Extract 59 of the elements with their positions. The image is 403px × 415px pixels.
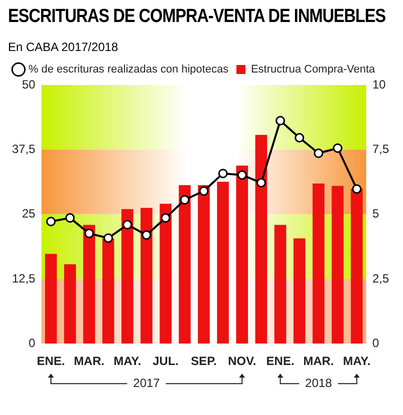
point	[332, 143, 342, 153]
bar	[332, 186, 344, 344]
bar	[44, 254, 57, 344]
point	[122, 220, 132, 230]
y2-tick-label: 5	[372, 206, 380, 221]
point	[314, 148, 324, 158]
x-tick-label: MAR.	[74, 354, 104, 368]
bar	[83, 224, 96, 344]
point	[218, 168, 228, 178]
x-tick-label: MAR.	[303, 354, 334, 368]
point	[46, 216, 56, 226]
x-tick-label: NOV.	[228, 354, 256, 368]
x-tick-label: ENE.	[36, 354, 65, 368]
bar	[312, 184, 324, 344]
point	[237, 170, 247, 180]
bar	[255, 134, 268, 344]
bar	[217, 182, 229, 344]
bar	[102, 238, 114, 344]
point	[65, 213, 75, 223]
bar	[236, 166, 248, 344]
point	[276, 116, 286, 126]
legend-label: % de escrituras realizadas con hipotecas	[28, 64, 229, 76]
chart-subtitle: En CABA 2017/2018	[8, 40, 118, 54]
x-tick-label: MAY.	[114, 354, 142, 368]
y2-tick-label: 2,5	[372, 271, 390, 286]
x-tick-label: SEP.	[190, 354, 217, 368]
point	[84, 228, 94, 238]
bar	[121, 209, 134, 344]
x-tick-label: ENE.	[266, 354, 294, 368]
y-tick-label: 37,5	[12, 142, 36, 156]
y-tick-label: 50	[22, 77, 36, 92]
bar	[178, 185, 191, 344]
x-tick-label: MAY.	[342, 354, 371, 368]
bar	[198, 185, 210, 344]
point	[199, 186, 209, 196]
point	[104, 233, 114, 243]
y-tick-label: 25	[22, 206, 36, 221]
legend-label: Estructrua Compra-Venta	[250, 64, 376, 76]
point	[352, 184, 362, 194]
point	[180, 195, 190, 205]
bar	[160, 204, 172, 344]
point	[294, 133, 304, 143]
y-tick-label: 12,5	[12, 271, 36, 286]
bar	[293, 238, 306, 344]
bar	[140, 208, 152, 344]
y2-tick-label: 7,5	[372, 142, 390, 156]
bar	[64, 264, 76, 344]
y2-tick-label: 0	[372, 336, 380, 350]
point	[160, 213, 170, 223]
y2-tick-label: 10	[372, 77, 386, 92]
bar	[350, 188, 363, 344]
point	[256, 178, 266, 188]
text: 2017	[133, 376, 160, 390]
bar	[274, 224, 286, 344]
point	[142, 230, 152, 240]
chart-title: ESCRITURAS DE COMPRA-VENTA DE INMUEBLES	[8, 6, 386, 28]
y-tick-label: 0	[28, 336, 36, 350]
x-tick-label: JUL.	[152, 354, 179, 368]
text: 2018	[305, 376, 332, 390]
